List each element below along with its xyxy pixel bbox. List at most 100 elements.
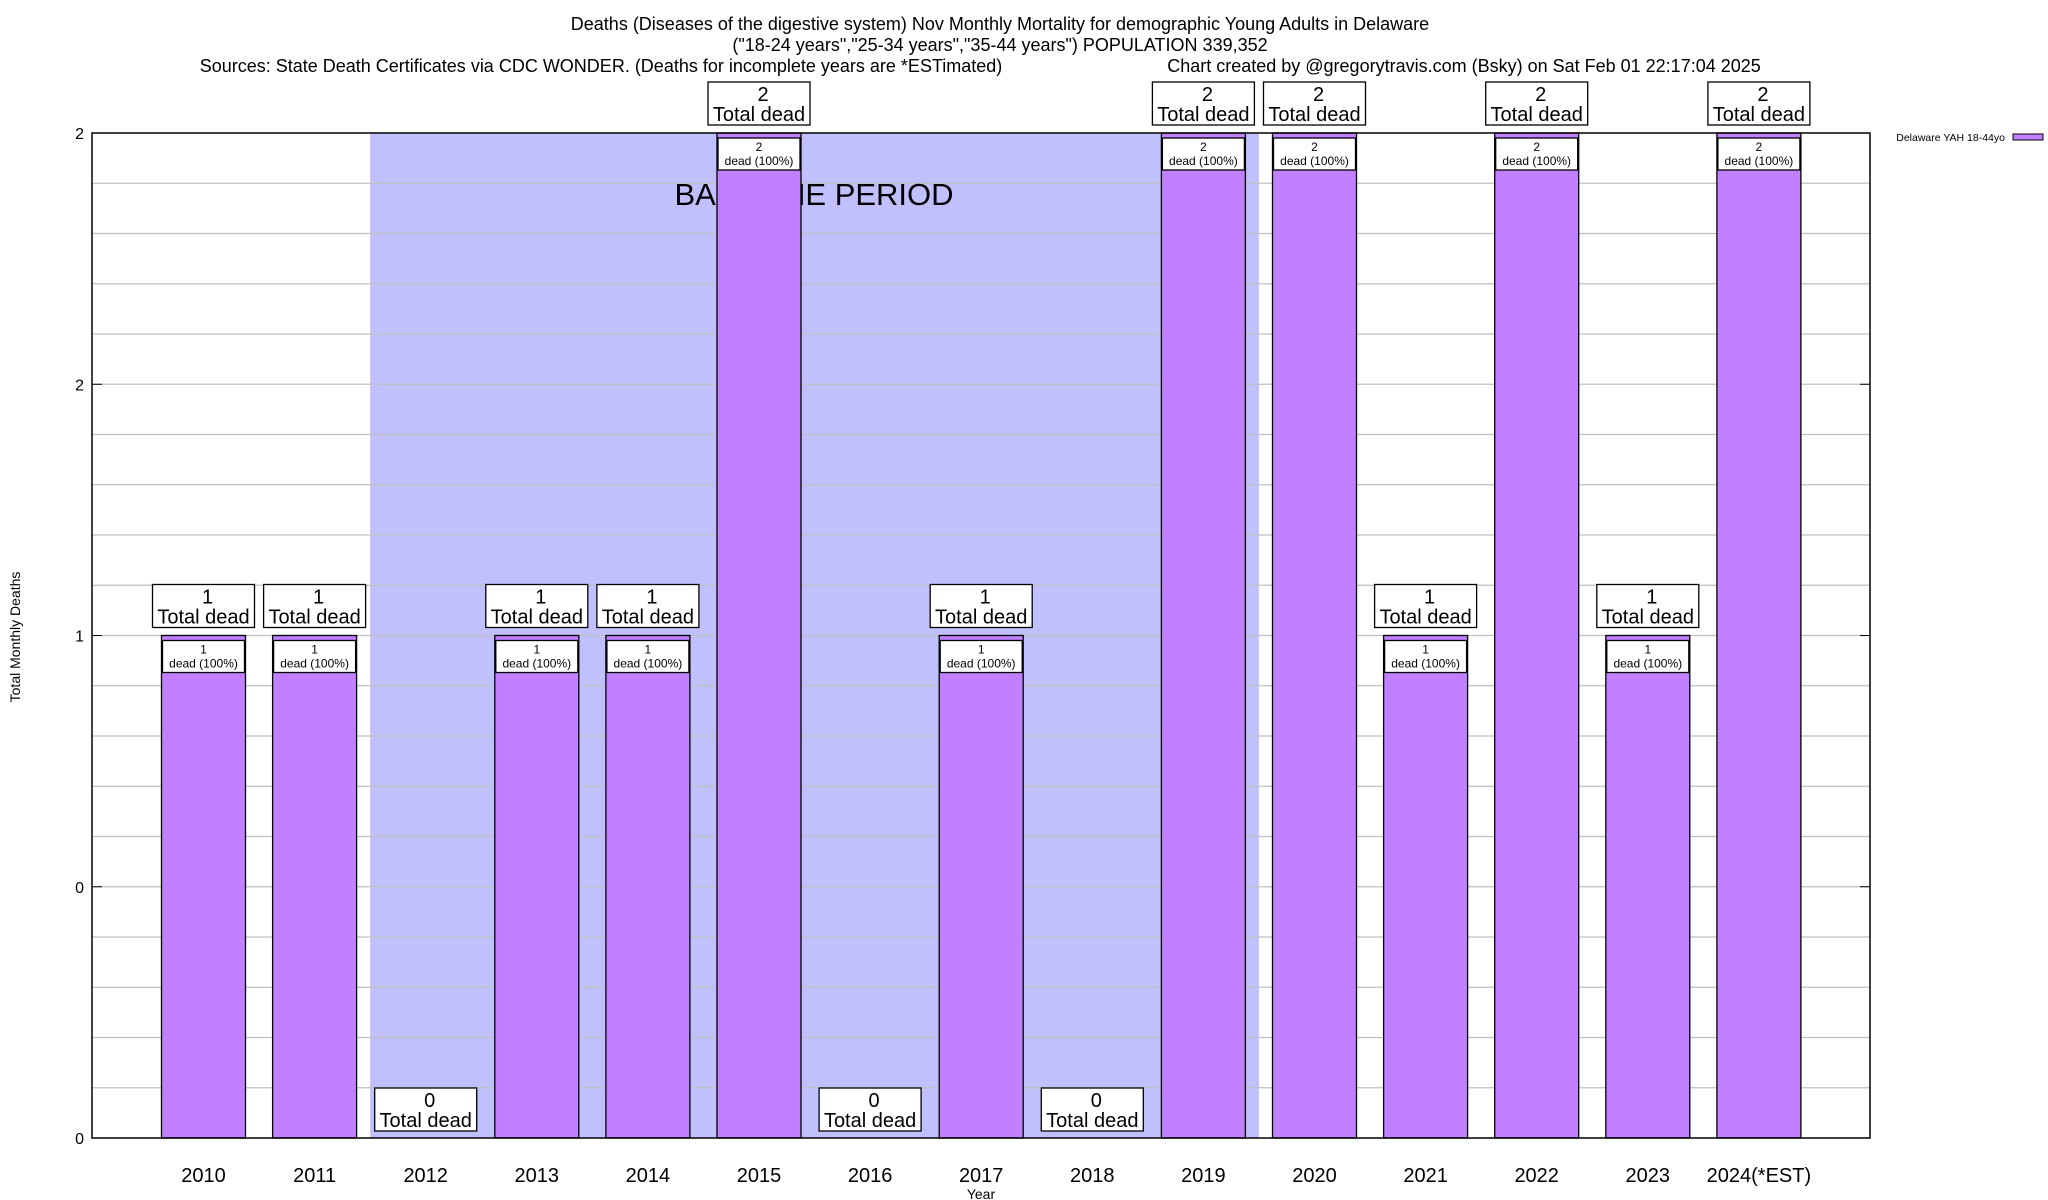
bar-inner-label: dead (100%) xyxy=(502,657,571,671)
bar xyxy=(1382,634,1469,1139)
chart-credit: Chart created by @gregorytravis.com (Bsk… xyxy=(1167,56,1761,76)
bar-inner-label: dead (100%) xyxy=(1169,154,1238,168)
bar-inner-label: dead (100%) xyxy=(1502,154,1571,168)
bar-inner-label: dead (100%) xyxy=(1725,154,1794,168)
bar xyxy=(1271,132,1358,1139)
total-label-box xyxy=(929,583,1033,629)
y-axis-label: Total Monthly Deaths xyxy=(7,572,23,703)
bar xyxy=(494,634,580,1139)
bar-inner-label-box xyxy=(1495,137,1579,171)
bar-inner-label: dead (100%) xyxy=(1613,657,1682,671)
total-label-count: 1 xyxy=(313,587,324,609)
total-label-text: Total dead xyxy=(824,1110,916,1132)
total-label-text: Total dead xyxy=(1491,104,1583,126)
y-tick-label: 2 xyxy=(75,377,84,394)
total-label-box xyxy=(262,583,367,629)
total-label-box xyxy=(1040,1087,1144,1132)
x-tick-label: 2015 xyxy=(737,1165,782,1187)
bar-inner-label: dead (100%) xyxy=(280,657,349,671)
bar-inner-label-box xyxy=(495,639,579,674)
total-label-box xyxy=(485,583,589,629)
y-tick-label: 0 xyxy=(75,1131,84,1148)
total-label-count: 1 xyxy=(1646,587,1657,609)
total-label-text: Total dead xyxy=(1046,1110,1138,1132)
x-tick-label: 2023 xyxy=(1626,1165,1671,1187)
total-label-box xyxy=(707,81,811,126)
x-tick-label: 2022 xyxy=(1514,1165,1559,1187)
bar-inner-count: 1 xyxy=(1644,643,1651,657)
bar xyxy=(938,634,1024,1139)
total-label-text: Total dead xyxy=(935,607,1027,629)
bar xyxy=(1605,634,1691,1139)
x-tick-label: 2013 xyxy=(515,1165,560,1187)
x-tick-label: 2012 xyxy=(403,1165,448,1187)
bar xyxy=(1160,132,1247,1139)
bar-inner-label-box xyxy=(1717,137,1801,171)
total-label-count: 2 xyxy=(757,84,768,106)
x-tick-label: 2019 xyxy=(1181,1165,1226,1187)
total-label-text: Total dead xyxy=(380,1110,472,1132)
total-label-count: 2 xyxy=(1313,84,1324,106)
total-label-text: Total dead xyxy=(491,607,583,629)
total-label-count: 1 xyxy=(535,587,546,609)
bar-inner-count: 1 xyxy=(645,643,652,657)
x-axis-label: Year xyxy=(967,1186,996,1200)
bar-inner-label: dead (100%) xyxy=(614,657,683,671)
total-label-text: Total dead xyxy=(1157,104,1249,126)
bar-inner-label-box xyxy=(939,639,1023,674)
x-tick-label: 2017 xyxy=(959,1165,1004,1187)
bar-inner-count: 2 xyxy=(1533,140,1540,154)
total-label-count: 0 xyxy=(1091,1090,1102,1112)
total-label-count: 1 xyxy=(1424,587,1435,609)
bar xyxy=(605,634,691,1139)
bar-inner-label-box xyxy=(272,639,357,674)
total-label-text: Total dead xyxy=(1602,607,1694,629)
total-label-count: 0 xyxy=(424,1090,435,1112)
total-label-box xyxy=(1151,81,1256,126)
total-label-text: Total dead xyxy=(1268,104,1360,126)
x-tick-label: 2010 xyxy=(181,1165,226,1187)
bar-inner-label: dead (100%) xyxy=(947,657,1016,671)
x-tick-label: 2020 xyxy=(1292,1165,1337,1187)
bar-inner-count: 2 xyxy=(1200,140,1207,154)
x-tick-label: 2011 xyxy=(293,1165,336,1187)
bar-inner-label-box xyxy=(1161,137,1246,171)
total-label-count: 2 xyxy=(1202,84,1213,106)
bar-inner-label: dead (100%) xyxy=(1391,657,1460,671)
bar-inner-label: dead (100%) xyxy=(169,657,238,671)
x-tick-label: 2016 xyxy=(848,1165,893,1187)
legend-swatch xyxy=(2012,133,2044,141)
bar xyxy=(271,634,358,1139)
total-label-text: Total dead xyxy=(268,607,360,629)
legend-label: Delaware YAH 18-44yo xyxy=(1896,132,2005,144)
total-label-count: 2 xyxy=(1757,84,1768,106)
bar xyxy=(716,132,802,1139)
bar xyxy=(1716,132,1802,1139)
bar-inner-count: 1 xyxy=(978,643,985,657)
x-tick-label: 2021 xyxy=(1403,1165,1448,1187)
total-label-box xyxy=(818,1087,922,1132)
bar-inner-label: dead (100%) xyxy=(725,154,794,168)
x-tick-label: 2014 xyxy=(626,1165,671,1187)
bar-inner-label-box xyxy=(717,137,801,171)
bar-inner-count: 2 xyxy=(756,140,763,154)
total-label-box xyxy=(1373,583,1478,629)
total-label-count: 2 xyxy=(1535,84,1546,106)
x-tick-label: 2024(*EST) xyxy=(1707,1165,1812,1187)
total-label-text: Total dead xyxy=(157,607,249,629)
chart-title-line-1: Deaths (Diseases of the digestive system… xyxy=(571,14,1429,34)
y-tick-label: 1 xyxy=(75,629,84,646)
total-label-count: 1 xyxy=(202,587,213,609)
x-tick-label: 2018 xyxy=(1070,1165,1115,1187)
total-label-text: Total dead xyxy=(1379,607,1471,629)
bar-inner-label-box xyxy=(1383,639,1468,674)
bar-inner-count: 2 xyxy=(1311,140,1318,154)
bar-inner-count: 2 xyxy=(1756,140,1763,154)
bar-inner-label: dead (100%) xyxy=(1280,154,1349,168)
bar-inner-count: 1 xyxy=(200,643,207,657)
total-label-box xyxy=(374,1087,478,1132)
plot-frame xyxy=(91,132,1871,1139)
chart-title-line-2: ("18-24 years","25-34 years","35-44 year… xyxy=(732,35,1267,55)
bar-inner-count: 1 xyxy=(533,643,540,657)
